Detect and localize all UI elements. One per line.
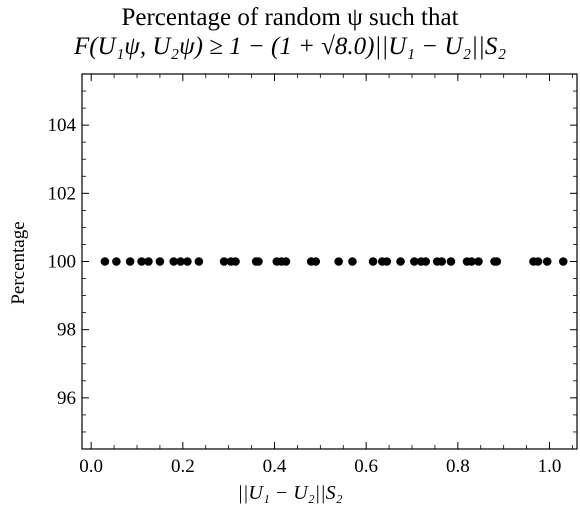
data-point — [254, 257, 263, 266]
data-point — [100, 257, 110, 266]
data-point — [492, 257, 502, 266]
data-point — [334, 257, 343, 266]
data-point — [231, 257, 240, 266]
data-points — [100, 257, 568, 266]
data-point — [558, 257, 568, 266]
data-point — [474, 257, 483, 266]
y-tick-label: 102 — [48, 183, 77, 204]
data-point — [169, 257, 178, 266]
data-point — [467, 257, 476, 266]
data-point — [311, 257, 321, 266]
data-point — [409, 257, 419, 266]
data-point — [176, 257, 185, 266]
data-point — [396, 257, 405, 266]
y-tick-label: 98 — [57, 320, 76, 341]
y-tick-label: 96 — [57, 388, 76, 409]
x-tick-label: 0.0 — [79, 456, 103, 477]
x-tick-label: 0.2 — [171, 456, 195, 477]
x-tick-label: 1.0 — [538, 456, 562, 477]
data-point — [348, 257, 357, 266]
chart-subtitle: F(U₁ψ, U₂ψ) ≥ 1 − (1 + √8.0)||U₁ − U₂||S… — [73, 33, 507, 60]
x-axis-label: ||U₁ − U₂||S₂ — [237, 482, 343, 504]
data-point — [125, 257, 135, 266]
x-tick-label: 0.6 — [354, 456, 378, 477]
data-point — [368, 257, 378, 266]
x-axis: 0.0 0.2 0.4 0.6 0.8 1.0 — [79, 74, 573, 477]
y-axis-label: Percentage — [8, 221, 29, 304]
data-point — [219, 257, 229, 266]
y-axis: 96 98 100 102 104 — [48, 90, 577, 433]
data-point — [382, 257, 392, 266]
data-point — [137, 257, 146, 266]
data-point — [194, 257, 204, 266]
y-tick-label: 104 — [48, 115, 77, 136]
x-tick-label: 0.8 — [446, 456, 470, 477]
data-point — [446, 257, 456, 266]
data-point — [533, 257, 543, 266]
data-point — [144, 257, 153, 266]
data-point — [421, 257, 431, 266]
data-point — [155, 257, 165, 266]
data-point — [437, 257, 447, 266]
x-tick-label: 0.4 — [263, 456, 287, 477]
chart-title: Percentage of random ψ such that — [121, 4, 459, 31]
data-point — [542, 257, 552, 266]
data-point — [281, 257, 291, 266]
data-point — [183, 257, 192, 266]
data-point — [112, 257, 121, 266]
y-tick-label: 100 — [48, 252, 77, 273]
